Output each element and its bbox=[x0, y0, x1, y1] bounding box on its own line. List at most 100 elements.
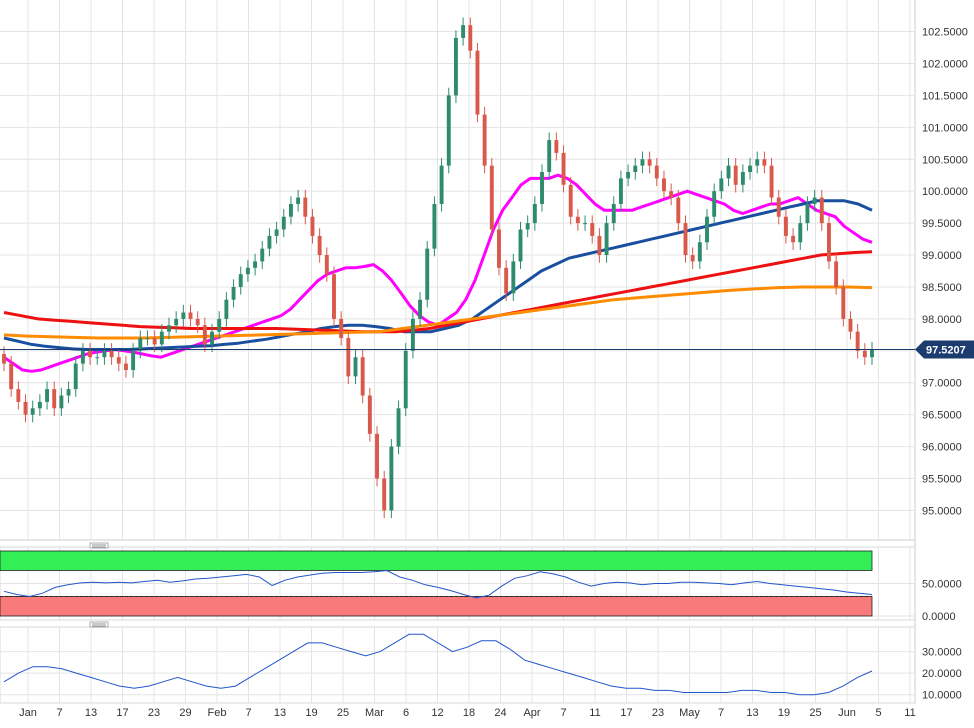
price-tick-label: 100.0000 bbox=[922, 186, 968, 198]
price-tick-label: 102.5000 bbox=[922, 27, 968, 39]
x-tick-label: 23 bbox=[652, 707, 664, 719]
candle-body bbox=[260, 248, 265, 262]
price-tick-label: 95.0000 bbox=[922, 505, 962, 517]
indicator-line-layer bbox=[3, 633, 873, 696]
candlestick bbox=[633, 157, 638, 180]
candle-body bbox=[346, 338, 351, 377]
candle-body bbox=[210, 331, 214, 345]
candlestick bbox=[116, 349, 121, 372]
candlestick bbox=[346, 330, 351, 385]
candle-body bbox=[805, 203, 810, 224]
candle-body bbox=[827, 223, 831, 262]
oscillator-line bbox=[3, 569, 873, 599]
candle-body bbox=[791, 235, 796, 243]
candlestick bbox=[174, 311, 179, 333]
candlestick bbox=[288, 196, 293, 225]
candlestick bbox=[532, 196, 537, 231]
candle-body bbox=[618, 178, 623, 204]
candle-body bbox=[95, 357, 100, 359]
candlestick bbox=[317, 228, 322, 263]
candlestick bbox=[497, 221, 501, 276]
candlestick bbox=[848, 311, 853, 340]
candlestick bbox=[396, 400, 401, 455]
candlestick bbox=[167, 317, 171, 340]
candlestick bbox=[575, 209, 580, 231]
candle-body bbox=[633, 165, 638, 173]
indicator-panel bbox=[0, 626, 916, 704]
x-tick-label: Mar bbox=[365, 707, 384, 719]
candlestick bbox=[626, 164, 631, 187]
moving-average-line bbox=[3, 199, 873, 351]
candlestick bbox=[489, 157, 494, 238]
candle-body bbox=[640, 159, 645, 166]
price-tick-label: 102.0000 bbox=[922, 58, 968, 70]
candlestick bbox=[748, 157, 753, 180]
price-tick-label: 98.5000 bbox=[922, 282, 962, 294]
candlestick bbox=[245, 260, 250, 282]
x-tick-label: 7 bbox=[56, 707, 62, 719]
candlestick bbox=[697, 234, 702, 270]
candlestick bbox=[231, 279, 236, 308]
candlestick bbox=[202, 317, 207, 353]
oscillator-resize-handle[interactable] bbox=[89, 542, 109, 549]
candlestick bbox=[181, 304, 186, 327]
candlestick bbox=[432, 196, 437, 257]
candle-body bbox=[575, 216, 580, 224]
candlestick bbox=[210, 324, 214, 353]
candlestick bbox=[188, 304, 193, 327]
price-tick-label: 96.5000 bbox=[922, 410, 962, 422]
x-tick-label: 13 bbox=[85, 707, 97, 719]
candlestick bbox=[461, 17, 466, 46]
x-tick-label: 24 bbox=[494, 707, 506, 719]
candlestick bbox=[260, 240, 265, 270]
moving-average-layer bbox=[3, 173, 873, 373]
candle-body bbox=[317, 235, 322, 256]
candlestick bbox=[870, 341, 874, 365]
candlestick bbox=[439, 157, 444, 212]
oscillator-band bbox=[0, 596, 873, 617]
candle-body bbox=[288, 203, 293, 217]
candle-body bbox=[332, 274, 336, 319]
x-tick-label: Feb bbox=[208, 707, 227, 719]
candle-body bbox=[245, 267, 250, 275]
x-tick-label: 23 bbox=[148, 707, 160, 719]
indicator-resize-handle[interactable] bbox=[89, 621, 109, 628]
x-tick-label: 12 bbox=[431, 707, 443, 719]
candle-body bbox=[324, 255, 329, 275]
candlestick bbox=[690, 247, 695, 270]
candlestick bbox=[518, 221, 523, 270]
candlestick bbox=[66, 381, 71, 404]
candlestick bbox=[712, 183, 717, 225]
candlestick bbox=[547, 132, 552, 180]
candle-body bbox=[66, 389, 71, 396]
x-tick-label: 7 bbox=[718, 707, 724, 719]
price-tick-label: 101.5000 bbox=[922, 90, 968, 102]
candlestick bbox=[195, 311, 200, 333]
x-tick-label: Jan bbox=[19, 707, 37, 719]
candle-body bbox=[367, 395, 372, 434]
candle-body bbox=[432, 203, 437, 249]
candle-body bbox=[253, 261, 258, 268]
candle-body bbox=[862, 350, 867, 358]
candlestick bbox=[755, 151, 760, 174]
candle-body bbox=[181, 312, 186, 319]
candle-body bbox=[748, 165, 753, 173]
candlestick bbox=[554, 132, 559, 161]
candlestick bbox=[561, 145, 566, 193]
candle-body bbox=[131, 350, 136, 370]
x-tick-label: 11 bbox=[904, 707, 915, 719]
candlestick bbox=[805, 196, 810, 231]
candle-body bbox=[525, 223, 530, 230]
candlestick bbox=[540, 164, 544, 212]
candle-body bbox=[769, 165, 774, 198]
candle-body bbox=[360, 357, 365, 396]
candlestick bbox=[511, 253, 516, 302]
candlestick bbox=[145, 330, 150, 346]
candlestick bbox=[2, 346, 6, 372]
candle-body bbox=[167, 325, 171, 332]
candlestick bbox=[812, 189, 817, 212]
candle-body bbox=[511, 261, 516, 294]
candle-body bbox=[482, 114, 487, 166]
candlestick bbox=[267, 228, 272, 257]
candle-body bbox=[798, 223, 803, 243]
